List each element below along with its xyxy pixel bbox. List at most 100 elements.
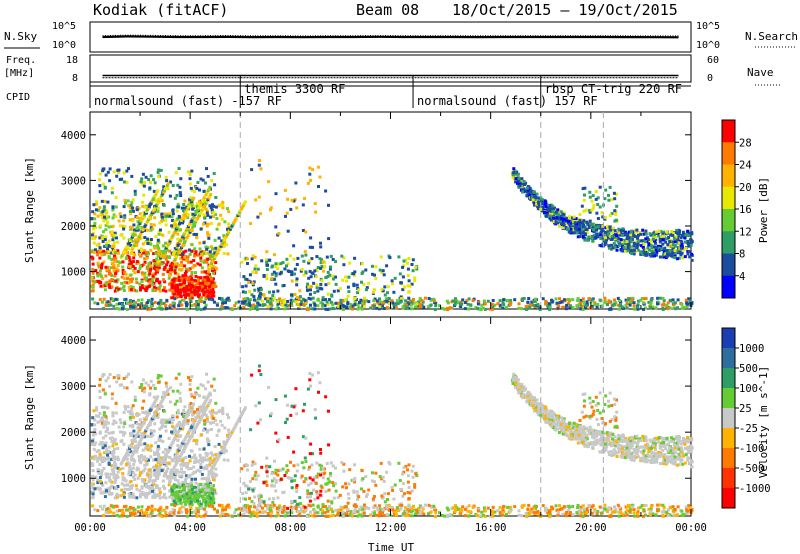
echo-cell — [95, 450, 99, 454]
echo-cell — [116, 278, 120, 282]
echo-cell — [252, 303, 256, 307]
echo-cell — [146, 473, 150, 477]
echo-cell — [184, 296, 188, 299]
echo-cell — [128, 412, 132, 416]
echo-cell — [185, 465, 189, 469]
echo-cell — [300, 268, 304, 271]
echo-cell — [122, 495, 126, 499]
echo-cell — [172, 292, 176, 296]
echo-cell — [575, 304, 579, 308]
echo-cell — [191, 198, 195, 202]
echo-cell — [188, 403, 192, 407]
echo-cell — [110, 451, 114, 455]
echo-cell — [583, 193, 586, 197]
echo-cell — [245, 302, 249, 306]
echo-cell — [128, 258, 132, 262]
echo-cell — [135, 414, 139, 418]
echo-cell — [254, 299, 258, 303]
echo-cell — [606, 303, 609, 307]
echo-cell — [116, 470, 120, 474]
echo-cell — [175, 415, 179, 419]
echo-cell — [190, 290, 194, 294]
echo-cell — [149, 304, 153, 308]
echo-cell — [488, 307, 492, 311]
echo-cell — [125, 457, 129, 461]
echo-cell — [198, 469, 202, 473]
echo-cell — [206, 488, 210, 492]
echo-cell — [182, 284, 186, 288]
echo-cell — [422, 305, 426, 309]
echo-cell — [604, 188, 608, 192]
echo-cell — [602, 241, 606, 245]
echo-cell — [220, 297, 224, 301]
echo-cell — [153, 246, 157, 250]
echo-cell — [187, 260, 191, 264]
echo-cell — [139, 386, 143, 390]
echo-cell — [100, 215, 104, 219]
echo-cell — [655, 250, 659, 254]
echo-cell — [184, 481, 188, 485]
echo-cell — [122, 298, 126, 302]
echo-cell — [140, 226, 144, 229]
echo-cell — [544, 300, 548, 303]
echo-cell — [367, 281, 371, 285]
echo-cell — [203, 278, 207, 282]
echo-cell — [160, 194, 164, 198]
echo-cell — [126, 488, 130, 491]
echo-cell — [194, 274, 198, 278]
echo-cell — [99, 248, 103, 252]
echo-cell — [173, 249, 177, 252]
echo-cell — [558, 297, 561, 301]
echo-cell — [131, 277, 135, 281]
echo-cell — [673, 254, 677, 258]
echo-cell — [525, 307, 529, 311]
echo-cell — [176, 217, 180, 221]
echo-cell — [102, 307, 105, 311]
echo-cell — [569, 221, 573, 225]
echo-cell — [138, 217, 142, 220]
echo-cell — [140, 264, 144, 267]
echo-cell — [135, 422, 139, 426]
echo-cell — [311, 296, 315, 300]
echo-cell — [279, 262, 283, 266]
echo-cell — [289, 254, 292, 258]
echo-cell — [153, 471, 157, 475]
echo-cell — [194, 220, 198, 224]
echo-cell — [140, 486, 144, 490]
echo-cell — [159, 298, 163, 302]
echo-cell — [146, 242, 150, 245]
echo-cell — [585, 227, 589, 231]
echo-cell — [98, 190, 102, 194]
echo-cell — [241, 205, 245, 209]
echo-cell — [130, 235, 134, 239]
echo-cell — [362, 304, 366, 308]
echo-cell — [119, 256, 123, 260]
echo-cell — [567, 297, 571, 301]
echo-cell — [302, 273, 306, 277]
echo-cell — [117, 494, 121, 498]
echo-cell — [216, 249, 220, 253]
echo-cell — [170, 268, 173, 271]
echo-cell — [171, 418, 175, 422]
echo-cell — [525, 194, 529, 198]
echo-cell — [614, 218, 618, 222]
echo-cell — [135, 487, 139, 491]
echo-cell — [341, 278, 345, 282]
echo-cell — [130, 380, 134, 384]
echo-cell — [160, 250, 164, 253]
echo-cell — [204, 252, 208, 255]
echo-cell — [138, 489, 142, 493]
echo-cell — [374, 265, 378, 269]
echo-cell — [130, 200, 134, 204]
echo-cell — [157, 266, 161, 270]
echo-cell — [151, 479, 155, 483]
echo-cell — [182, 490, 186, 494]
echo-cell — [158, 289, 162, 293]
echo-cell — [135, 281, 139, 285]
echo-cell — [378, 305, 382, 309]
echo-cell — [582, 219, 586, 223]
echo-cell — [131, 289, 135, 293]
echo-cell — [209, 497, 213, 501]
echo-cell — [282, 284, 286, 287]
